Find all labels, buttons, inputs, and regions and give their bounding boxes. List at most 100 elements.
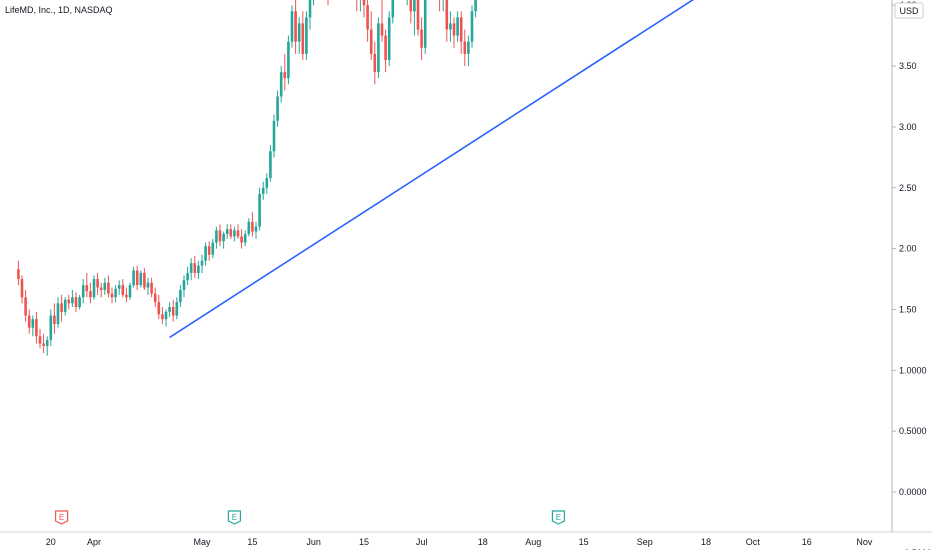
candle-body xyxy=(49,315,53,340)
candle-body xyxy=(146,282,150,288)
candle-body xyxy=(276,96,279,121)
y-tick-label: 2.00 xyxy=(899,244,917,254)
candle-body xyxy=(197,265,200,273)
candle-body xyxy=(391,0,395,18)
candle-body xyxy=(143,272,146,288)
candle-body xyxy=(416,0,420,30)
candle-body xyxy=(301,23,305,54)
candle-body xyxy=(200,260,204,266)
candle-body xyxy=(128,285,132,298)
x-tick-label: Apr xyxy=(87,537,101,547)
candle-body xyxy=(67,299,71,304)
x-tick-label: May xyxy=(193,537,211,547)
candle-body xyxy=(279,72,283,97)
candle-body xyxy=(467,41,470,54)
candle-body xyxy=(179,289,182,303)
candle-body xyxy=(135,270,139,286)
candle-body xyxy=(117,285,121,289)
chart-title: LifeMD, Inc., 1D, NASDAQ xyxy=(5,5,113,15)
candle-body xyxy=(53,315,56,325)
y-tick-label: 0.0000 xyxy=(899,487,927,497)
candle-body xyxy=(89,291,92,298)
candle-body xyxy=(265,178,269,188)
candle-body xyxy=(204,246,207,261)
candle-body xyxy=(297,23,301,42)
y-tick-label: 3.50 xyxy=(899,61,917,71)
candle-body xyxy=(132,270,135,286)
candle-body xyxy=(254,226,258,232)
candle-body xyxy=(474,0,477,12)
candle-body xyxy=(211,242,215,255)
candle-body xyxy=(215,230,218,243)
candle-body xyxy=(258,193,261,227)
candle-body xyxy=(247,221,251,234)
candle-body xyxy=(20,279,24,298)
candle-body xyxy=(71,297,74,304)
candle-body xyxy=(153,293,157,303)
x-tick-label: Aug xyxy=(525,537,541,547)
candle-body xyxy=(78,297,81,308)
earnings-marker-label: E xyxy=(232,513,237,522)
candle-body xyxy=(420,29,423,48)
candle-body xyxy=(207,246,211,255)
candle-body xyxy=(366,5,369,30)
candle-body xyxy=(233,230,236,237)
x-tick-label: Jun xyxy=(306,537,321,547)
candle-body xyxy=(452,23,456,36)
candle-body xyxy=(222,233,225,242)
candle-body xyxy=(449,23,452,30)
candle-body xyxy=(17,269,20,280)
candle-body xyxy=(103,282,107,290)
candle-body xyxy=(182,280,186,290)
candle-body xyxy=(463,41,467,54)
y-tick-label: 1.50 xyxy=(899,304,917,314)
candle-body xyxy=(175,302,179,316)
x-tick-label: 15 xyxy=(247,537,257,547)
candle-body xyxy=(294,11,297,42)
x-tick-label: 16 xyxy=(802,537,812,547)
candle-body xyxy=(283,72,287,79)
candles-layer xyxy=(17,0,477,356)
candle-body xyxy=(189,263,193,273)
candle-body xyxy=(85,285,89,292)
candle-body xyxy=(459,17,463,42)
candle-body xyxy=(362,0,366,6)
candle-body xyxy=(193,263,197,273)
candle-body xyxy=(261,187,265,194)
candle-body xyxy=(121,285,125,295)
y-tick-label: 1.0000 xyxy=(899,365,927,375)
candle-body xyxy=(290,11,294,42)
candle-body xyxy=(24,297,27,316)
candle-body xyxy=(445,0,449,30)
candle-body xyxy=(269,151,272,179)
currency-label[interactable]: USD xyxy=(899,6,919,16)
candle-body xyxy=(413,0,416,12)
support-trendline xyxy=(169,0,695,339)
candle-body xyxy=(168,307,171,312)
candle-body xyxy=(387,17,391,60)
x-tick-label: Oct xyxy=(746,537,761,547)
x-tick-label: 18 xyxy=(478,537,488,547)
earnings-marker-icon xyxy=(551,510,565,525)
candle-body xyxy=(56,303,60,325)
candle-body xyxy=(287,41,290,79)
candle-body xyxy=(423,0,427,48)
candle-body xyxy=(369,29,373,54)
candle-body xyxy=(74,297,78,308)
candle-body xyxy=(107,282,110,294)
x-tick-label: Jul xyxy=(416,537,428,547)
currency-box[interactable] xyxy=(894,2,924,19)
candle-body xyxy=(150,282,153,294)
candle-body xyxy=(99,287,103,290)
earnings-marker-icon xyxy=(55,510,69,525)
candle-body xyxy=(251,221,254,232)
candle-body xyxy=(380,23,384,36)
candle-body xyxy=(92,279,96,298)
candle-body xyxy=(114,288,117,298)
candle-body xyxy=(27,315,31,328)
candle-body xyxy=(63,299,67,312)
candle-body xyxy=(35,319,38,337)
candle-body xyxy=(308,0,312,18)
